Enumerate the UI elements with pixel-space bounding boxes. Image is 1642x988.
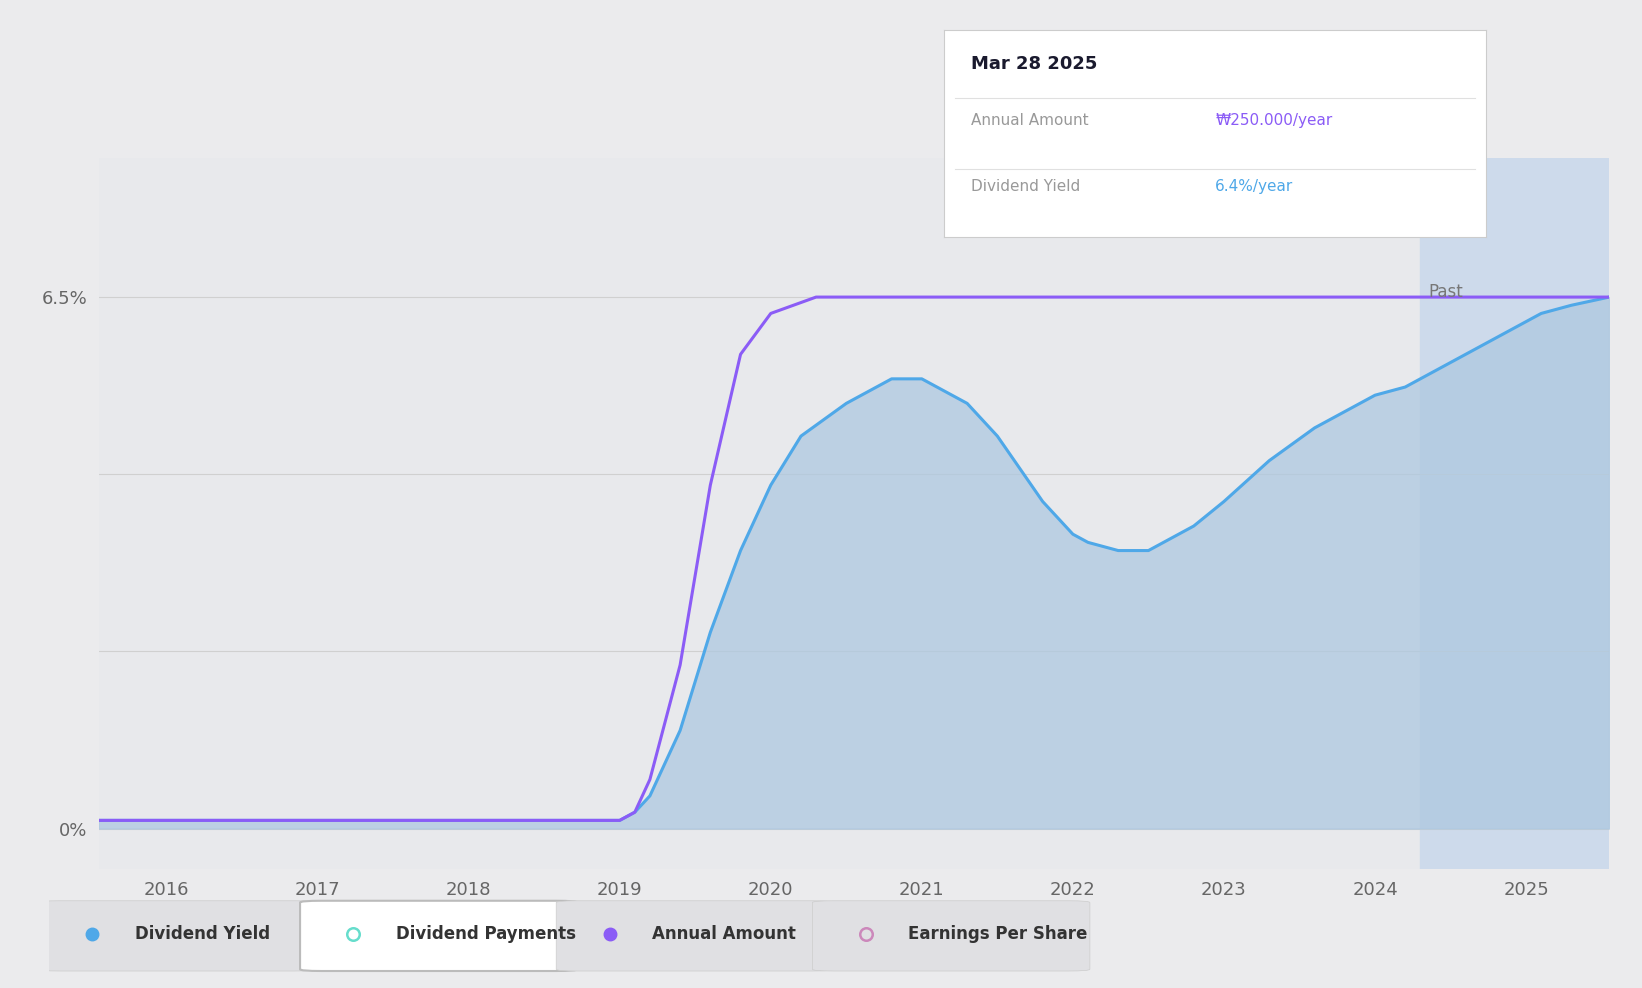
Text: Past: Past <box>1429 284 1463 301</box>
Text: Annual Amount: Annual Amount <box>972 113 1089 127</box>
Text: Annual Amount: Annual Amount <box>652 925 796 943</box>
Text: Dividend Yield: Dividend Yield <box>135 925 269 943</box>
Text: Dividend Yield: Dividend Yield <box>972 179 1080 194</box>
FancyBboxPatch shape <box>300 901 578 971</box>
Text: Earnings Per Share: Earnings Per Share <box>908 925 1087 943</box>
Text: Mar 28 2025: Mar 28 2025 <box>972 54 1097 72</box>
FancyBboxPatch shape <box>557 901 834 971</box>
FancyBboxPatch shape <box>813 901 1090 971</box>
Text: 6.4%/year: 6.4%/year <box>1215 179 1294 194</box>
FancyBboxPatch shape <box>39 901 315 971</box>
Text: Dividend Payments: Dividend Payments <box>396 925 576 943</box>
Bar <box>1420 158 1609 869</box>
Text: ₩250.000/year: ₩250.000/year <box>1215 113 1332 127</box>
